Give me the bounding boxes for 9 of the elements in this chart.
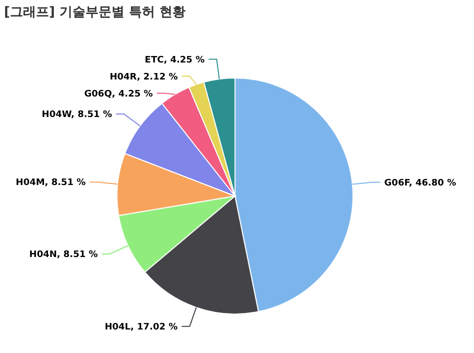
slice-label: ETC, 4.25 % xyxy=(144,55,205,66)
slice-label: H04R, 2.12 % xyxy=(110,72,178,82)
slice-label: G06F, 46.80 % xyxy=(384,178,456,188)
slice-label: H04L, 17.02 % xyxy=(104,322,178,332)
chart-title: [그래프] 기술부문별 특허 현황 xyxy=(4,5,186,20)
slice-label: H04W, 8.51 % xyxy=(42,110,112,120)
slice-label: G06Q, 4.25 % xyxy=(84,89,153,100)
slice-label: H04M, 8.51 % xyxy=(16,178,86,188)
slice-label: H04N, 8.51 % xyxy=(29,250,98,260)
